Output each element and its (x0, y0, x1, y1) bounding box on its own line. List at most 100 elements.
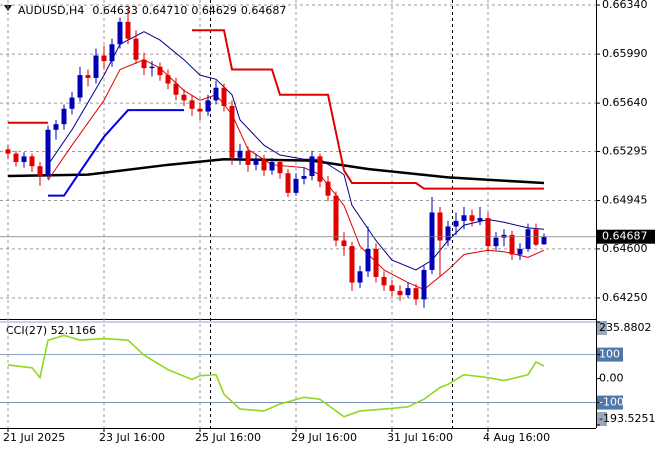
indicator-tick-label: 235.8802 (599, 321, 652, 334)
candle-body (53, 124, 59, 130)
y-tick-label: 0.65640 (602, 96, 648, 109)
candle-body (21, 156, 27, 163)
indicator-tick-label: 0.00 (599, 372, 624, 385)
candle-body (149, 66, 155, 69)
candle-body (453, 220, 459, 227)
candle-body (501, 234, 507, 238)
indicator-line (7, 334, 545, 418)
header-value: 0.64629 (191, 4, 237, 17)
candle-body (349, 246, 355, 283)
candle-body (477, 218, 483, 221)
candle-body (357, 271, 363, 283)
candle-body (461, 215, 467, 221)
y-tick-label: 0.66340 (602, 0, 648, 11)
candle-body (365, 248, 371, 272)
candle-body (525, 229, 531, 249)
candle-body (541, 236, 547, 245)
candle-body (301, 176, 307, 179)
candle-body (125, 21, 131, 39)
candle-body (293, 178, 299, 193)
indicator-tick-label: -193.5251 (599, 412, 655, 425)
candle-body (189, 100, 195, 109)
candle-body (389, 285, 395, 291)
candle-body (181, 94, 187, 101)
candle-body (101, 55, 107, 62)
y-tick-label: 0.65990 (602, 47, 648, 60)
indicator-tick-label: -100 (599, 396, 624, 409)
candle-body (165, 75, 171, 84)
candle-body (445, 226, 451, 241)
x-tick-label: 21 Jul 2025 (3, 431, 65, 444)
candle-body (269, 162, 275, 171)
candle-body (509, 234, 515, 255)
x-tick-label: 29 Jul 16:00 (291, 431, 357, 444)
header-value: 0.64710 (142, 4, 188, 17)
candle-body (213, 87, 219, 101)
candle-body (261, 159, 267, 171)
overlay-line (48, 109, 184, 197)
indicator-tick-label: 100 (599, 348, 620, 361)
candle-body (253, 159, 259, 165)
level-label-box (597, 395, 623, 410)
candle-body (285, 173, 291, 193)
candle-body (117, 21, 123, 45)
candle-body (109, 44, 115, 62)
candle-body (141, 59, 147, 69)
candle-body (373, 248, 379, 277)
header-value: 0.64687 (241, 4, 287, 17)
overlay-line (7, 157, 545, 185)
indicator-title: CCI(27) 52.1166 (6, 324, 96, 337)
x-tick-label: 25 Jul 16:00 (195, 431, 261, 444)
candle-body (205, 100, 211, 112)
candle-body (157, 66, 163, 76)
candle-body (69, 97, 75, 109)
candle-body (277, 162, 283, 174)
candle-body (29, 156, 35, 167)
range-label-box (597, 321, 607, 335)
candle-body (5, 149, 11, 154)
candle-body (85, 75, 91, 78)
symbol: AUDUSD,H4 (18, 4, 84, 17)
chart-header: AUDUSD,H4 0.64633 0.64710 0.64629 0.64687 (18, 4, 286, 17)
current-price-box (597, 229, 655, 244)
candle-body (77, 75, 83, 98)
candle-body (429, 212, 435, 270)
candle-body (93, 55, 99, 78)
candle-body (317, 156, 323, 182)
candle-body (405, 288, 411, 296)
candle-body (325, 181, 331, 196)
candle-body (413, 288, 419, 300)
y-tick-label: 0.65295 (602, 145, 648, 158)
candle-body (37, 166, 43, 177)
candle-body (61, 108, 67, 125)
candle-body (245, 150, 251, 165)
y-tick-label: 0.64600 (602, 242, 648, 255)
x-tick-label: 4 Aug 16:00 (483, 431, 550, 444)
candle-body (397, 290, 403, 296)
candle-body (421, 269, 427, 300)
header-value: 0.64633 (92, 4, 138, 17)
range-label-box (597, 412, 607, 426)
level-label-box (597, 347, 623, 362)
candle-body (45, 129, 51, 177)
candle-body (485, 218, 491, 247)
overlay-line (47, 31, 545, 271)
x-tick-label: 31 Jul 16:00 (387, 431, 453, 444)
candle-body (309, 156, 315, 177)
candle-body (237, 150, 243, 158)
candle-body (197, 108, 203, 112)
candle-body (493, 237, 499, 247)
candle-body (333, 195, 339, 241)
candle-body (173, 83, 179, 95)
overlay-line (8, 29, 544, 190)
y-tick-label: 0.64945 (602, 194, 648, 207)
candle-body (469, 215, 475, 221)
y-tick-label: 0.64250 (602, 291, 648, 304)
candle-body (341, 240, 347, 247)
candle-body (517, 248, 523, 255)
x-tick-label: 23 Jul 16:00 (99, 431, 165, 444)
current-price-label: 0.64687 (602, 230, 648, 243)
candle-body (13, 153, 19, 163)
